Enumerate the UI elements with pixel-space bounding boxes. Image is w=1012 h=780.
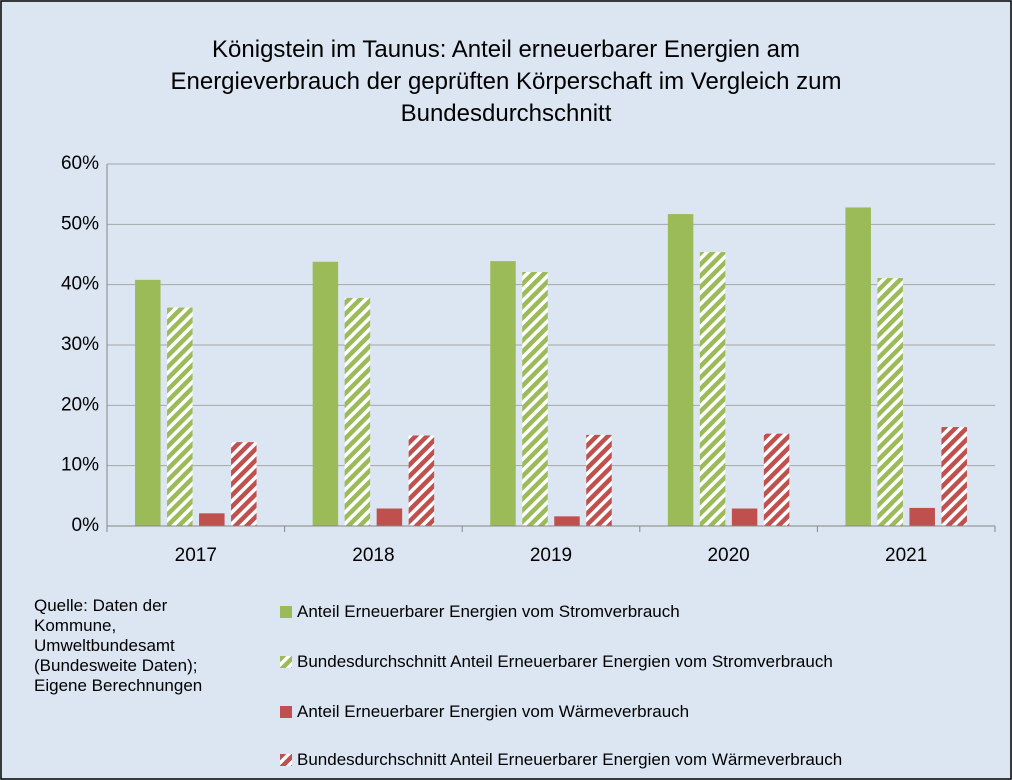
legend-label: Anteil Erneuerbarer Energien vom Stromve… (297, 602, 680, 621)
x-tick-label: 2021 (885, 545, 927, 566)
legend-swatch-fill (280, 606, 292, 618)
y-tick-label: 0% (72, 515, 100, 536)
bar (845, 207, 871, 526)
legend-swatch-fill (280, 706, 292, 718)
legend-swatch (280, 754, 292, 766)
y-tick-label: 50% (61, 213, 99, 234)
bar (941, 427, 967, 526)
x-tick-label: 2019 (530, 545, 572, 566)
legend-label: Bundesdurchschnitt Anteil Erneuerbarer E… (297, 750, 843, 769)
legend-item: Bundesdurchschnitt Anteil Erneuerbarer E… (280, 750, 842, 770)
y-tick-label: 40% (61, 274, 99, 295)
legend-label: Anteil Erneuerbarer Energien vom Wärmeve… (297, 702, 690, 721)
x-tick-label: 2020 (707, 545, 749, 566)
bar (554, 516, 580, 526)
bar (909, 507, 935, 526)
legend-swatch-fill (280, 754, 292, 766)
legend-swatch (280, 706, 292, 718)
legend-item: Bundesdurchschnitt Anteil Erneuerbarer E… (280, 652, 833, 672)
bar (731, 508, 758, 526)
bar (231, 442, 257, 526)
bar (135, 279, 161, 526)
legend-swatch (280, 606, 292, 618)
bar (167, 307, 193, 526)
bar (312, 261, 339, 526)
bar (490, 261, 516, 526)
y-tick-label: 20% (61, 394, 99, 415)
x-tick-label: 2018 (352, 545, 394, 566)
legend-swatch (280, 656, 292, 668)
legend-swatch-fill (280, 656, 292, 668)
y-tick-label: 60% (61, 153, 99, 174)
chart-title: Königstein im Taunus: Anteil erneuerbare… (170, 36, 842, 127)
y-tick-label: 10% (61, 455, 99, 476)
bar (763, 433, 790, 526)
bar (699, 252, 726, 526)
bar (586, 434, 612, 526)
bar (522, 271, 548, 526)
bar (199, 513, 225, 526)
legend-item: Anteil Erneuerbarer Energien vom Stromve… (280, 602, 680, 622)
legend-item: Anteil Erneuerbarer Energien vom Wärmeve… (280, 702, 689, 722)
legend-label: Bundesdurchschnitt Anteil Erneuerbarer E… (297, 652, 833, 671)
bar (376, 508, 403, 526)
bar (877, 278, 903, 526)
bar (408, 435, 435, 526)
bar (667, 214, 694, 526)
bar (344, 297, 371, 526)
x-tick-label: 2017 (175, 545, 217, 566)
y-tick-label: 30% (61, 334, 99, 355)
source-note: Quelle: Daten der Kommune, Umweltbundesa… (34, 596, 203, 695)
